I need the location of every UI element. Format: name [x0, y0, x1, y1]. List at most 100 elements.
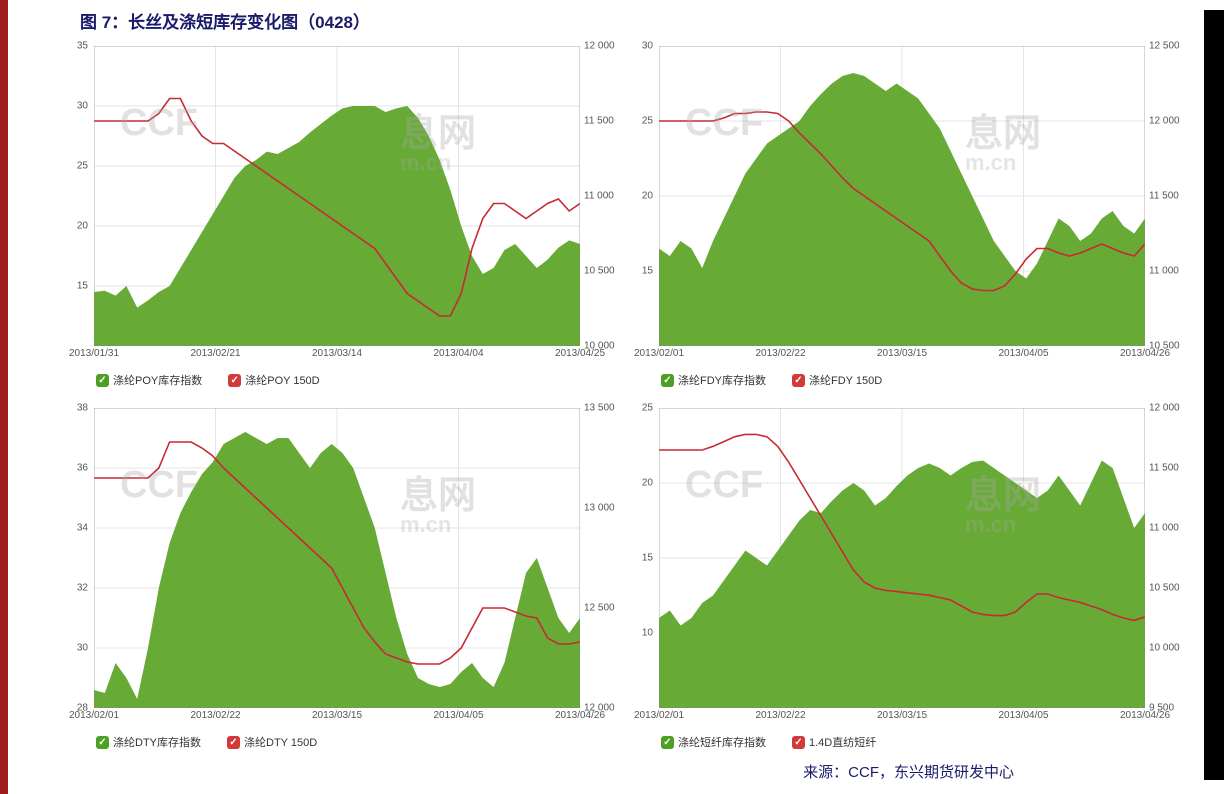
xtick: 2013/04/05: [433, 710, 483, 721]
x-labels: 2013/01/312013/02/212013/03/142013/04/04…: [94, 348, 580, 364]
ytick-right: 10 500: [1149, 583, 1180, 594]
legend-item: ✓ 涤纶POY库存指数: [96, 372, 202, 388]
ytick-left: 36: [77, 463, 88, 474]
ytick-left: 32: [77, 583, 88, 594]
legend-label: 涤纶POY 150D: [245, 372, 319, 388]
ytick-left: 20: [642, 478, 653, 489]
ytick-left: 35: [77, 41, 88, 52]
ytick-left: 20: [642, 191, 653, 202]
xtick: 2013/04/26: [1120, 710, 1170, 721]
legend-swatch-green-icon: ✓: [96, 374, 109, 387]
xtick: 2013/04/04: [433, 348, 483, 359]
xtick: 2013/04/26: [1120, 348, 1170, 359]
legend-label: 涤纶DTY 150D: [244, 734, 317, 750]
ytick-left: 25: [77, 161, 88, 172]
ytick-right: 11 500: [584, 116, 614, 127]
ytick-left: 20: [77, 221, 88, 232]
xtick: 2013/03/15: [877, 710, 927, 721]
legend-label: 涤纶FDY库存指数: [678, 372, 766, 388]
legend: ✓ 涤纶FDY库存指数 ✓涤纶FDY 150D: [661, 372, 882, 388]
xtick: 2013/02/22: [755, 348, 805, 359]
legend-item: ✓涤纶FDY 150D: [792, 372, 882, 388]
ytick-right: 12 500: [1149, 41, 1180, 52]
ytick-left: 34: [77, 523, 88, 534]
legend-item: ✓ 涤纶DTY 150D: [227, 734, 317, 750]
y-right-labels: 10 50011 00011 50012 00012 500: [1147, 46, 1187, 346]
chart-panel-dty: CCF息网m.cn28303234363812 00012 50013 0001…: [60, 404, 621, 760]
legend-label: 涤纶DTY库存指数: [113, 734, 201, 750]
chart-panel-poy: CCF息网m.cn152025303510 00010 50011 00011 …: [60, 42, 621, 398]
y-left-labels: 1520253035: [60, 46, 90, 346]
ytick-left: 38: [77, 403, 88, 414]
legend-swatch-red-icon: ✓: [228, 374, 241, 387]
legend-label: 涤纶短纤库存指数: [678, 734, 766, 750]
xtick: 2013/04/05: [998, 348, 1048, 359]
y-right-labels: 12 00012 50013 00013 500: [582, 408, 622, 708]
legend-label: 涤纶FDY 150D: [809, 372, 882, 388]
ytick-right: 11 500: [1149, 191, 1179, 202]
ytick-left: 25: [642, 116, 653, 127]
legend-swatch-green-icon: ✓: [661, 374, 674, 387]
xtick: 2013/01/31: [69, 348, 119, 359]
right-black-bar: [1204, 10, 1224, 780]
ytick-left: 30: [77, 643, 88, 654]
xtick: 2013/04/05: [998, 710, 1048, 721]
chart-svg: [94, 46, 580, 346]
ytick-right: 13 500: [584, 403, 615, 414]
figure-title: 图 7：长丝及涤短库存变化图（0428）: [80, 8, 370, 33]
ytick-right: 12 000: [584, 41, 615, 52]
y-right-labels: 9 50010 00010 50011 00011 50012 000: [1147, 408, 1187, 708]
xtick: 2013/02/21: [190, 348, 240, 359]
xtick: 2013/03/14: [312, 348, 362, 359]
legend: ✓ 涤纶POY库存指数 ✓ 涤纶POY 150D: [96, 372, 320, 388]
y-right-labels: 10 00010 50011 00011 50012 000: [582, 46, 622, 346]
legend-item: ✓涤纶DTY库存指数: [96, 734, 201, 750]
chart-svg: [659, 408, 1145, 708]
xtick: 2013/04/25: [555, 348, 605, 359]
ytick-right: 13 000: [584, 503, 615, 514]
legend-swatch-red-icon: ✓: [792, 736, 805, 749]
legend-item: ✓ 涤纶FDY库存指数: [661, 372, 766, 388]
x-labels: 2013/02/012013/02/222013/03/152013/04/05…: [659, 710, 1145, 726]
ytick-left: 30: [642, 41, 653, 52]
ytick-right: 11 000: [1149, 523, 1179, 534]
ytick-right: 12 000: [1149, 403, 1180, 414]
xtick: 2013/02/01: [634, 348, 684, 359]
ytick-left: 15: [642, 553, 653, 564]
ytick-right: 11 000: [584, 191, 614, 202]
area-series: [659, 461, 1145, 709]
left-red-bar: [0, 0, 8, 794]
xtick: 2013/04/26: [555, 710, 605, 721]
chart-svg: [659, 46, 1145, 346]
xtick: 2013/02/22: [755, 710, 805, 721]
area-series: [94, 432, 580, 708]
legend-swatch-green-icon: ✓: [661, 736, 674, 749]
legend-item: ✓ 1.4D直纺短纤: [792, 734, 876, 750]
ytick-left: 10: [642, 628, 653, 639]
chart-panel-fdy: CCF息网m.cn1520253010 50011 00011 50012 00…: [625, 42, 1186, 398]
chart-panel-psf: CCF息网m.cn101520259 50010 00010 50011 000…: [625, 404, 1186, 760]
ytick-right: 11 500: [1149, 463, 1179, 474]
xtick: 2013/02/01: [69, 710, 119, 721]
ytick-left: 30: [77, 101, 88, 112]
ytick-left: 15: [642, 266, 653, 277]
ytick-right: 10 000: [1149, 643, 1180, 654]
x-labels: 2013/02/012013/02/222013/03/152013/04/05…: [94, 710, 580, 726]
panel-grid: CCF息网m.cn152025303510 00010 50011 00011 …: [60, 42, 1190, 766]
legend-item: ✓ 涤纶短纤库存指数: [661, 734, 766, 750]
xtick: 2013/02/01: [634, 710, 684, 721]
legend-label: 1.4D直纺短纤: [809, 734, 876, 750]
legend-label: 涤纶POY库存指数: [113, 372, 202, 388]
ytick-right: 12 000: [1149, 116, 1180, 127]
chart-svg: [94, 408, 580, 708]
legend: ✓ 涤纶短纤库存指数 ✓ 1.4D直纺短纤: [661, 734, 876, 750]
xtick: 2013/02/22: [190, 710, 240, 721]
ytick-right: 11 000: [1149, 266, 1179, 277]
ytick-right: 10 500: [584, 266, 615, 277]
xtick: 2013/03/15: [877, 348, 927, 359]
ytick-left: 15: [77, 281, 88, 292]
xtick: 2013/03/15: [312, 710, 362, 721]
y-left-labels: 283032343638: [60, 408, 90, 708]
legend-swatch-red-icon: ✓: [227, 736, 240, 749]
x-labels: 2013/02/012013/02/222013/03/152013/04/05…: [659, 348, 1145, 364]
